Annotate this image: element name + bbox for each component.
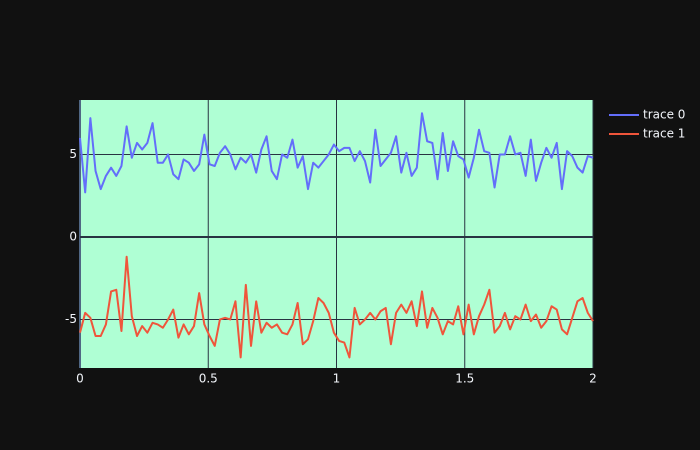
- x-tick-label: 2: [589, 372, 597, 386]
- legend-label[interactable]: trace 0: [643, 108, 685, 122]
- x-tick-label: 1: [333, 372, 341, 386]
- x-tick-label: 1.5: [455, 372, 474, 386]
- x-tick-label: 0: [76, 372, 84, 386]
- line-trace: [79, 112, 594, 194]
- legend-label[interactable]: trace 1: [643, 127, 685, 141]
- y-tick-label: 0: [69, 229, 77, 243]
- line-trace: [79, 255, 594, 359]
- y-tick-label: -5: [65, 312, 77, 326]
- y-tick-label: 5: [69, 147, 77, 161]
- x-tick-label: 0.5: [199, 372, 218, 386]
